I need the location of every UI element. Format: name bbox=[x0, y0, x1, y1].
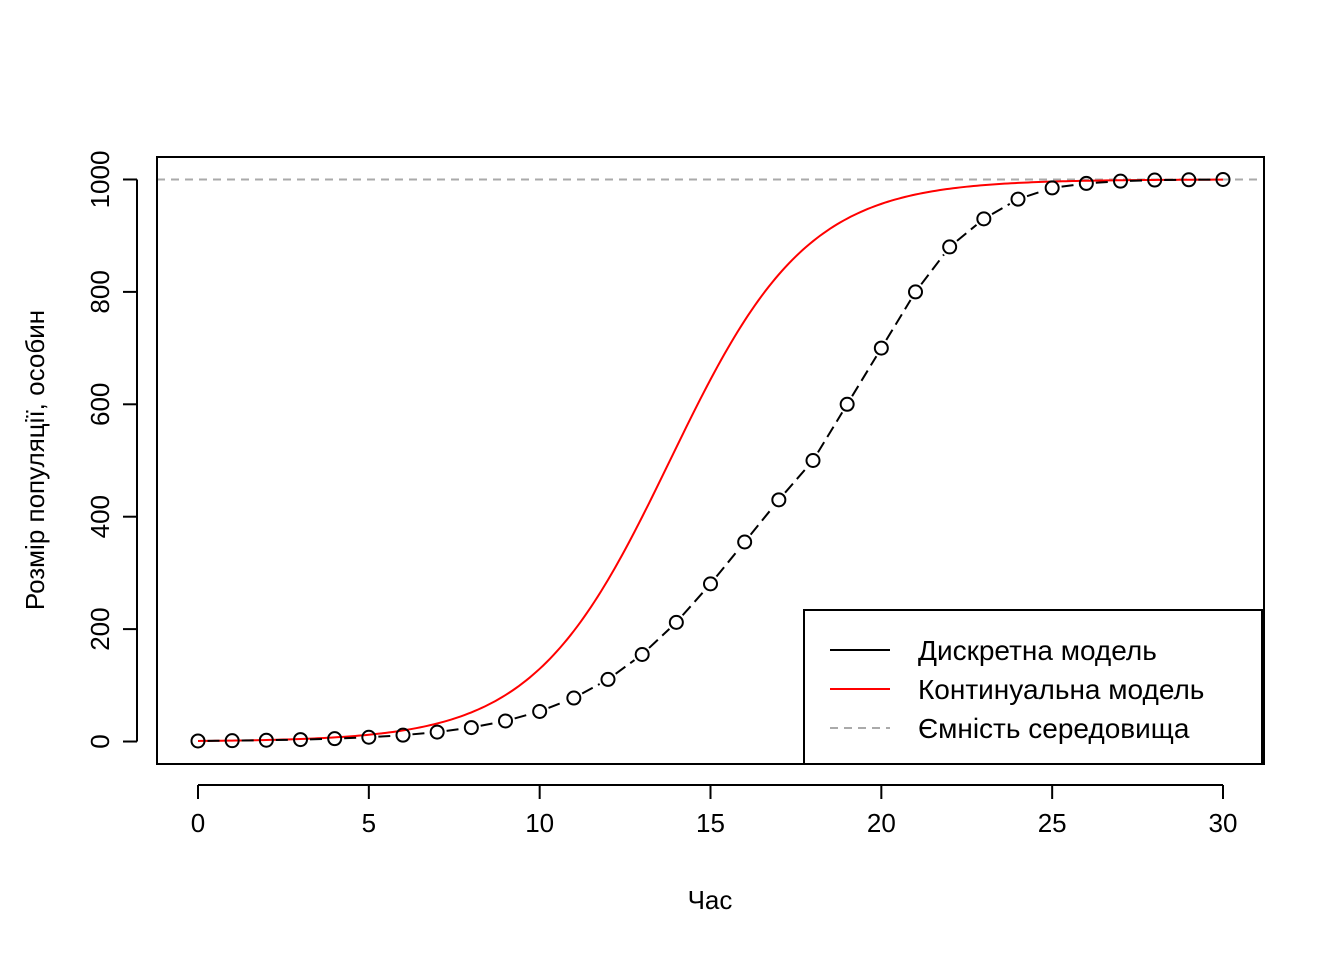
discrete-model-point bbox=[942, 239, 958, 255]
y-tick-label: 800 bbox=[85, 270, 115, 313]
x-axis-title: Час bbox=[688, 885, 733, 915]
y-tick-label: 200 bbox=[85, 607, 115, 650]
x-tick-label: 0 bbox=[191, 808, 205, 838]
discrete-model-segment bbox=[548, 700, 566, 709]
discrete-model-point bbox=[976, 211, 992, 227]
discrete-model-segment bbox=[1061, 183, 1078, 188]
discrete-model-point bbox=[634, 646, 650, 662]
discrete-model-segment bbox=[615, 659, 636, 675]
discrete-model-segment bbox=[412, 731, 428, 736]
discrete-model-point bbox=[463, 720, 479, 736]
discrete-model-segment bbox=[885, 299, 912, 341]
discrete-model-segment bbox=[1026, 189, 1044, 198]
discrete-model-point bbox=[293, 732, 308, 748]
discrete-model-point bbox=[805, 453, 821, 468]
discrete-model-segment bbox=[514, 713, 531, 720]
discrete-model-point bbox=[429, 724, 445, 740]
discrete-model-point bbox=[600, 671, 616, 687]
discrete-model-segment bbox=[681, 590, 705, 616]
legend-box bbox=[803, 609, 1263, 765]
discrete-model-point bbox=[1010, 191, 1026, 207]
discrete-model-segment bbox=[851, 355, 878, 397]
x-tick-label: 5 bbox=[362, 808, 376, 838]
discrete-model-point bbox=[1181, 172, 1197, 188]
discrete-model-segment bbox=[784, 467, 808, 494]
discrete-model-point bbox=[771, 492, 787, 508]
discrete-model-segment bbox=[446, 727, 463, 732]
legend: Дискретна модель Континуальна модель Ємн… bbox=[803, 609, 1263, 765]
discrete-model-segment bbox=[715, 548, 740, 578]
discrete-model-segment bbox=[648, 628, 671, 649]
discrete-model-segment bbox=[1095, 180, 1112, 184]
discrete-model-point bbox=[1078, 175, 1094, 191]
discrete-model-point bbox=[1215, 171, 1231, 187]
discrete-model-point bbox=[839, 396, 855, 412]
discrete-model-point bbox=[1044, 180, 1060, 196]
discrete-model-point bbox=[668, 614, 684, 630]
x-tick-label: 25 bbox=[1038, 808, 1067, 838]
legend-label-capacity: Ємність середовища bbox=[918, 713, 1190, 744]
discrete-model-point bbox=[1113, 173, 1128, 189]
discrete-model-segment bbox=[378, 734, 394, 738]
discrete-model-segment bbox=[581, 683, 601, 695]
discrete-model-layer bbox=[190, 171, 1231, 749]
legend-label-continuous: Континуальна модель bbox=[918, 674, 1204, 705]
discrete-model-segment bbox=[817, 411, 844, 453]
x-tick-label: 30 bbox=[1209, 808, 1238, 838]
x-tick-label: 20 bbox=[867, 808, 896, 838]
discrete-model-point bbox=[258, 732, 274, 748]
discrete-model-segment bbox=[956, 224, 978, 242]
discrete-model-segment bbox=[920, 253, 945, 285]
discrete-model-point bbox=[361, 729, 377, 745]
y-axis: 0 200 400 600 800 1000 bbox=[85, 151, 138, 749]
discrete-model-point bbox=[327, 731, 343, 747]
x-tick-label: 10 bbox=[525, 808, 554, 838]
x-tick-label: 15 bbox=[696, 808, 725, 838]
discrete-model-point bbox=[1147, 172, 1163, 188]
discrete-model-point bbox=[566, 690, 582, 706]
discrete-model-point bbox=[703, 576, 718, 592]
discrete-model-point bbox=[873, 340, 889, 356]
discrete-model-point bbox=[190, 733, 206, 749]
y-tick-label: 400 bbox=[85, 495, 115, 538]
discrete-model-point bbox=[498, 713, 513, 729]
y-tick-label: 0 bbox=[85, 734, 115, 748]
y-tick-label: 1000 bbox=[85, 151, 115, 209]
legend-label-discrete: Дискретна модель bbox=[918, 635, 1157, 666]
discrete-model-segment bbox=[991, 203, 1011, 215]
discrete-model-point bbox=[908, 284, 923, 300]
y-axis-title: Розмір популяції, особин bbox=[20, 310, 50, 610]
discrete-model-point bbox=[737, 534, 753, 550]
plot-frame bbox=[156, 156, 1265, 765]
y-tick-label: 600 bbox=[85, 383, 115, 426]
discrete-model-point bbox=[532, 703, 548, 719]
discrete-model-point bbox=[395, 727, 411, 743]
discrete-model-point bbox=[224, 733, 240, 749]
discrete-model-segment bbox=[749, 506, 774, 536]
discrete-model-segment bbox=[344, 736, 360, 740]
x-axis: 0 5 10 15 20 25 30 bbox=[191, 784, 1238, 838]
discrete-model-segment bbox=[480, 721, 497, 727]
